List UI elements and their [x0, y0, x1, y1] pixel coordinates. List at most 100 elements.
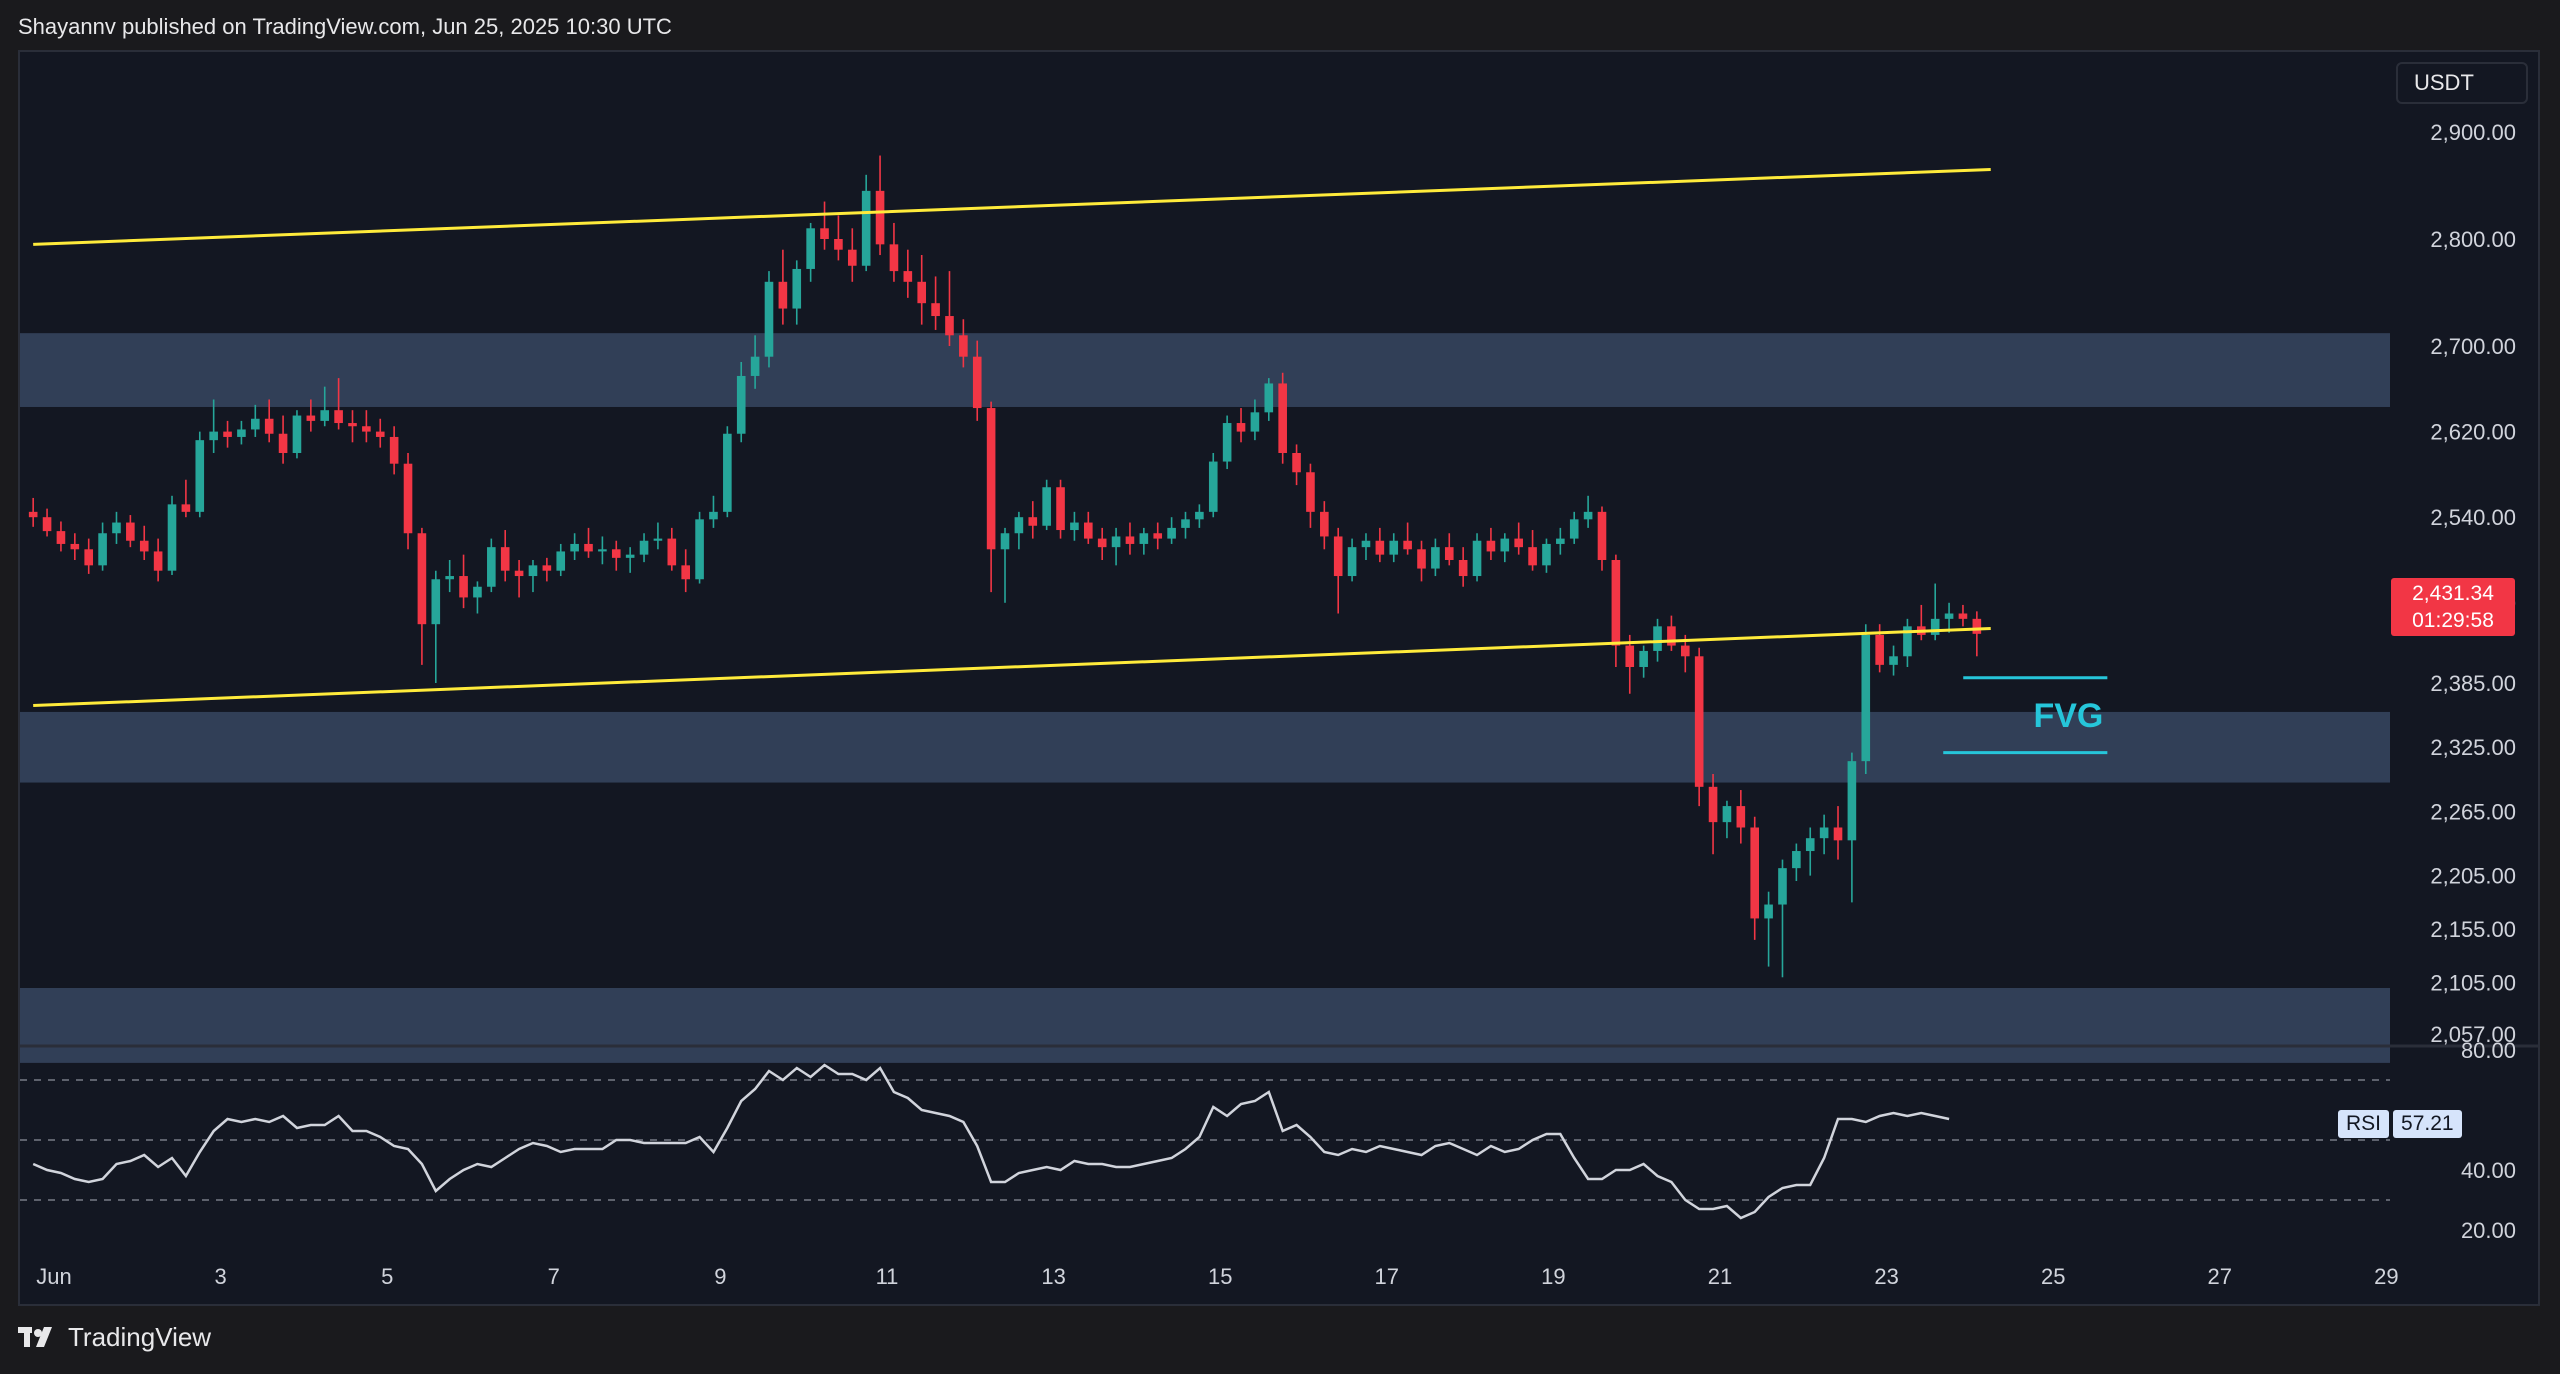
price-tick-label: 2,057.00: [2430, 1022, 2516, 1047]
candle-108: [1528, 530, 1537, 571]
date-tick-label: 13: [1041, 1264, 1065, 1289]
candle-body: [1139, 533, 1149, 544]
candle-body: [1444, 547, 1454, 560]
candle-26: [389, 426, 399, 475]
candle-body: [959, 335, 968, 357]
candle-body: [1708, 786, 1718, 823]
candle-body: [1958, 613, 1968, 619]
candle-body: [42, 517, 52, 532]
date-tick-label: 25: [2041, 1264, 2065, 1289]
channel-line-0: [33, 167, 1991, 246]
candle-body: [1431, 547, 1440, 569]
candle-79: [1125, 522, 1135, 555]
candle-96: [1361, 533, 1371, 560]
time-axis: Jun 3 5 7 9 11 13 15 17 19 21 23 25 27 29: [36, 1264, 2398, 1289]
candle-127: [1792, 843, 1801, 881]
candle-72: [1028, 501, 1038, 539]
candle-body: [764, 281, 774, 357]
candle-body: [1208, 461, 1218, 512]
candle-body: [806, 228, 815, 269]
candle-body: [1097, 538, 1107, 548]
candle-body: [445, 576, 454, 580]
price-tick-label: 2,900.00: [2430, 120, 2516, 145]
candle-139: [1958, 604, 1968, 627]
candle-body: [84, 549, 94, 566]
candle-44: [639, 533, 649, 563]
candle-body: [1514, 538, 1523, 548]
date-tick-label: 29: [2374, 1264, 2398, 1289]
candle-body: [917, 281, 927, 304]
candle-103: [1458, 547, 1468, 587]
candle-14: [223, 420, 232, 448]
candle-58: [834, 215, 843, 261]
candle-55: [792, 260, 802, 325]
candle-body: [1486, 540, 1496, 552]
candle-87: [1236, 408, 1246, 443]
candle-body: [153, 551, 163, 571]
candle-body: [514, 570, 524, 577]
candle-140: [1972, 611, 1982, 657]
candle-89: [1264, 378, 1274, 421]
price-tick-label: 2,205.00: [2430, 864, 2516, 889]
candle-31: [459, 554, 468, 609]
candle-0: [28, 497, 38, 527]
candle-body: [139, 540, 149, 552]
candle-126: [1778, 859, 1787, 978]
candle-46: [667, 527, 677, 571]
candle-body: [972, 356, 982, 409]
channel-line-1: [33, 626, 1991, 708]
candle-130: [1833, 806, 1843, 860]
candle-body: [1875, 634, 1884, 665]
candle-body: [389, 436, 399, 464]
candle-65: [931, 276, 940, 330]
candle-body: [528, 565, 538, 577]
fvg-label: FVG: [2033, 697, 2103, 735]
candle-body: [223, 431, 232, 437]
candle-8: [139, 525, 149, 560]
candle-118: [1667, 615, 1676, 651]
candle-body: [931, 303, 940, 317]
candle-138: [1944, 602, 1954, 633]
candle-95: [1347, 538, 1357, 582]
candle-body: [1528, 547, 1537, 566]
candle-body: [70, 543, 80, 550]
candle-body: [1472, 540, 1482, 577]
date-tick-label: 7: [548, 1264, 560, 1289]
currency-button[interactable]: USDT: [2396, 62, 2528, 104]
candle-body: [542, 565, 552, 571]
candle-body: [653, 538, 663, 541]
candle-body: [1278, 383, 1287, 453]
chart-frame[interactable]: FVG 2,900.00 2,800.00 2,700.00 2,620.00 2,54…: [18, 50, 2540, 1306]
candle-body: [1653, 626, 1662, 651]
candle-63: [903, 249, 913, 298]
footer-brand-label: TradingView: [68, 1322, 212, 1352]
candle-body: [306, 415, 316, 421]
candle-106: [1500, 533, 1510, 563]
candle-9: [153, 538, 163, 582]
candle-body: [209, 431, 218, 441]
date-tick-label: 23: [1874, 1264, 1898, 1289]
candle-93: [1320, 501, 1329, 550]
chart-canvas[interactable]: FVG 2,900.00 2,800.00 2,700.00 2,620.00 2,54…: [20, 52, 2538, 1304]
candle-4: [84, 538, 94, 574]
candle-body: [417, 533, 427, 625]
candle-88: [1250, 399, 1260, 441]
candle-body: [56, 531, 66, 544]
zone-1: [20, 711, 2390, 783]
candle-body: [28, 511, 38, 518]
footer-brand[interactable]: TradingView: [18, 1322, 211, 1353]
candle-75: [1070, 511, 1079, 541]
candle-body: [1375, 540, 1385, 555]
candle-35: [514, 559, 524, 598]
candle-7: [126, 515, 135, 548]
candle-body: [348, 423, 357, 427]
date-tick-label: 15: [1208, 1264, 1232, 1289]
candle-body: [1694, 656, 1704, 787]
price-tick-label: 2,385.00: [2430, 671, 2516, 696]
candle-body: [1611, 559, 1621, 646]
candle-body: [1236, 423, 1246, 432]
candle-body: [681, 565, 690, 580]
candle-body: [1930, 618, 1940, 635]
candle-78: [1111, 527, 1121, 566]
candle-33: [487, 538, 496, 593]
